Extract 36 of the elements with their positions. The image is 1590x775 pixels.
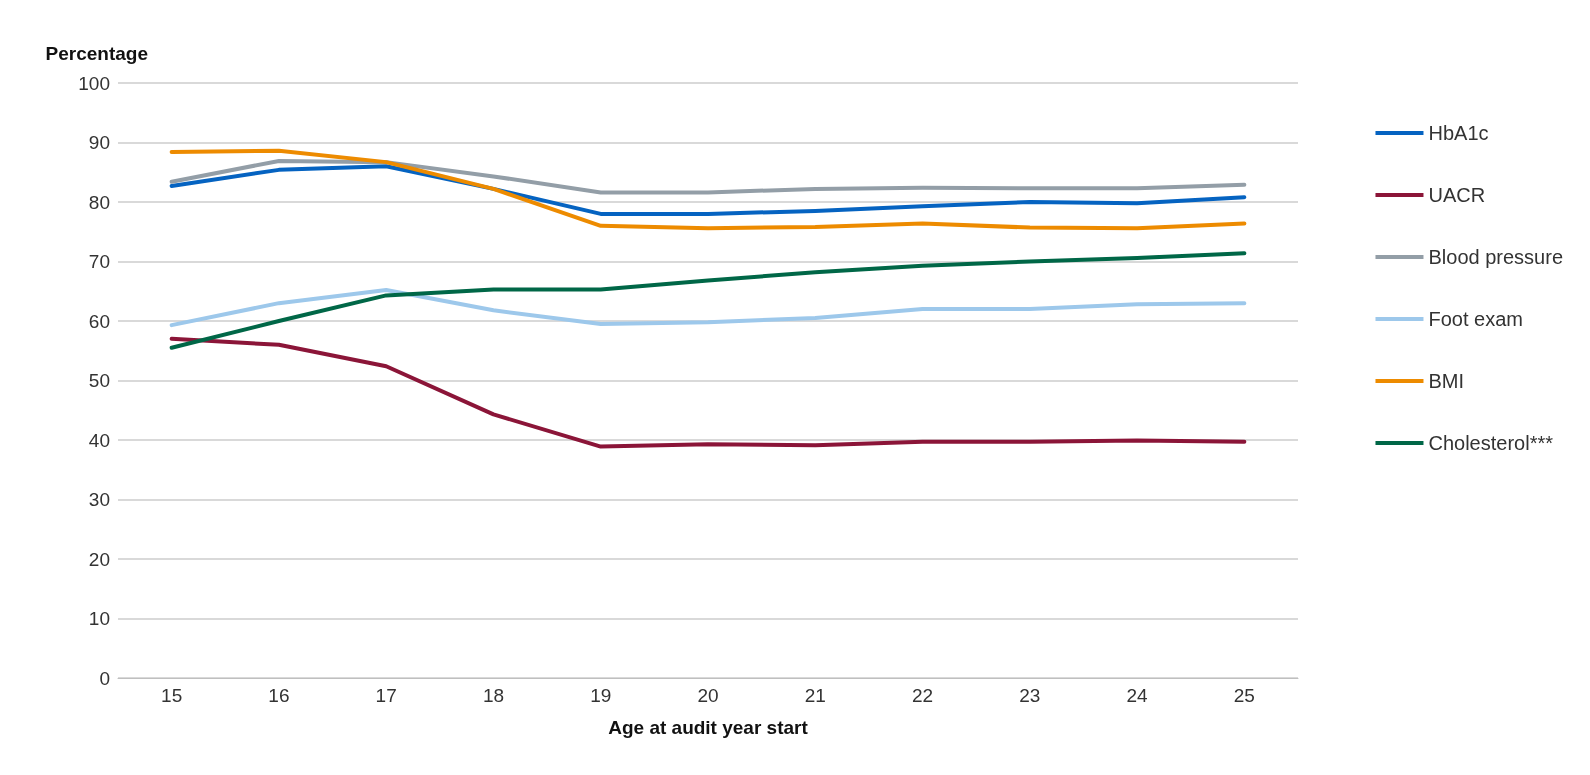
- legend-label: Foot exam: [1428, 308, 1523, 330]
- y-tick-label: 70: [88, 251, 110, 272]
- x-tick-label: 18: [482, 685, 505, 706]
- y-tick-label: 0: [99, 667, 110, 689]
- legend-label: HbA1c: [1428, 122, 1489, 144]
- x-tick-label: 22: [911, 685, 934, 706]
- y-tick-label: 40: [88, 429, 110, 451]
- x-tick-label: 17: [375, 685, 397, 706]
- x-tick-label: 21: [804, 685, 826, 706]
- x-tick-label: 20: [697, 685, 719, 706]
- legend-label: Blood pressure: [1428, 246, 1564, 268]
- x-tick-label: 15: [161, 685, 183, 706]
- line-series: [169, 148, 1247, 231]
- legend-label: UACR: [1428, 184, 1486, 206]
- x-axis-title: Age at audit year start: [608, 717, 809, 738]
- x-tick-label: 24: [1126, 685, 1149, 706]
- x-tick-label: 19: [590, 685, 612, 706]
- x-tick-label: 25: [1233, 685, 1255, 706]
- y-tick-label: 90: [88, 132, 110, 153]
- line-series: [169, 158, 1247, 195]
- y-tick-label: 100: [78, 72, 110, 94]
- line-series: [169, 251, 1247, 350]
- y-tick-label: 50: [88, 370, 110, 391]
- line-series: [169, 336, 1247, 449]
- y-tick-label: 80: [88, 191, 110, 213]
- y-tick-label: 30: [88, 489, 110, 510]
- y-tick-label: 10: [88, 608, 110, 629]
- line-series: [169, 288, 1247, 328]
- legend-label: Cholesterol***: [1428, 432, 1554, 454]
- y-tick-label: 20: [88, 548, 110, 570]
- y-axis-title: Percentage: [45, 43, 148, 64]
- legend-label: BMI: [1428, 370, 1465, 392]
- line-series: [169, 164, 1247, 216]
- y-tick-label: 60: [88, 310, 110, 332]
- x-tick-label: 23: [1019, 685, 1041, 706]
- x-tick-label: 16: [268, 685, 290, 706]
